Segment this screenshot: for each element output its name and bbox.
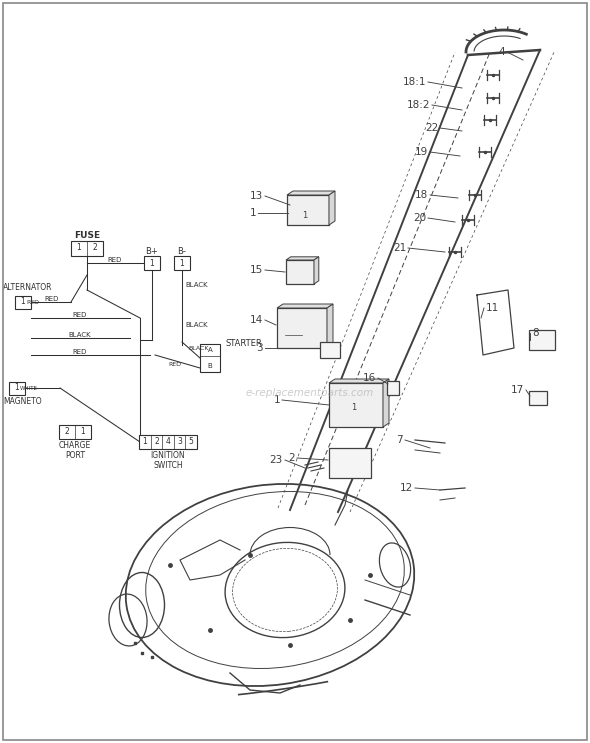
Text: 4: 4 <box>166 438 171 447</box>
Text: FUSE: FUSE <box>74 232 100 241</box>
Bar <box>71 241 103 256</box>
Text: 2: 2 <box>65 427 70 436</box>
Bar <box>174 256 190 270</box>
Text: IGNITION: IGNITION <box>150 452 185 461</box>
Polygon shape <box>329 191 335 225</box>
Text: PORT: PORT <box>65 450 85 459</box>
Text: 1: 1 <box>21 297 25 307</box>
Text: RED: RED <box>45 296 59 302</box>
Text: 3: 3 <box>177 438 182 447</box>
Bar <box>329 383 383 427</box>
Bar <box>287 195 329 225</box>
Polygon shape <box>383 379 389 427</box>
Text: 1: 1 <box>273 395 280 405</box>
Text: 14: 14 <box>250 315 263 325</box>
Text: 20: 20 <box>413 213 426 223</box>
Text: B+: B+ <box>146 247 158 256</box>
Bar <box>200 344 220 372</box>
Text: 5: 5 <box>189 438 194 447</box>
Text: RED: RED <box>26 299 39 305</box>
Text: 2: 2 <box>154 438 159 447</box>
Text: 1: 1 <box>77 244 81 253</box>
Text: BLACK: BLACK <box>185 282 208 288</box>
Bar <box>387 381 399 395</box>
Text: 1: 1 <box>302 212 307 221</box>
Bar <box>529 330 555 350</box>
Text: 15: 15 <box>250 265 263 275</box>
Text: ALTERNATOR: ALTERNATOR <box>3 284 53 293</box>
Text: 1: 1 <box>250 208 256 218</box>
Polygon shape <box>329 379 389 383</box>
Text: RED: RED <box>108 257 122 263</box>
Text: 16: 16 <box>363 373 376 383</box>
Bar <box>529 391 547 405</box>
Bar <box>15 296 31 308</box>
Text: 4: 4 <box>499 47 505 57</box>
Text: 1: 1 <box>142 438 147 447</box>
Text: 11: 11 <box>486 303 499 313</box>
Text: A: A <box>208 347 212 353</box>
Bar <box>139 435 197 449</box>
Polygon shape <box>327 304 333 348</box>
Text: 12: 12 <box>400 483 413 493</box>
Text: 18:1: 18:1 <box>402 77 426 87</box>
Text: 1: 1 <box>150 259 155 267</box>
Text: BLACK: BLACK <box>188 345 208 351</box>
Text: 1: 1 <box>179 259 184 267</box>
Bar <box>329 448 371 478</box>
Text: RED: RED <box>73 312 87 318</box>
Text: SWITCH: SWITCH <box>153 461 183 470</box>
Text: 23: 23 <box>270 455 283 465</box>
Text: BLACK: BLACK <box>185 322 208 328</box>
Text: RED: RED <box>169 363 182 368</box>
Text: 18: 18 <box>415 190 428 200</box>
Text: 21: 21 <box>393 243 406 253</box>
Text: BLACK: BLACK <box>68 332 91 338</box>
Text: RED: RED <box>73 349 87 355</box>
Text: 3: 3 <box>257 343 263 353</box>
Text: 1: 1 <box>81 427 86 436</box>
Text: CHARGE: CHARGE <box>59 441 91 450</box>
Text: WHITE: WHITE <box>20 386 38 391</box>
Text: 1: 1 <box>15 383 19 392</box>
Text: B-: B- <box>178 247 186 256</box>
Bar <box>320 342 340 358</box>
Text: 18:2: 18:2 <box>407 100 430 110</box>
Text: 1: 1 <box>352 403 356 412</box>
Bar <box>277 308 327 348</box>
Bar <box>9 381 25 395</box>
Bar <box>144 256 160 270</box>
Text: B: B <box>208 363 212 369</box>
Text: 17: 17 <box>511 385 524 395</box>
Text: e-replacementparts.com: e-replacementparts.com <box>246 388 374 398</box>
Bar <box>286 260 314 284</box>
Text: 22: 22 <box>425 123 438 133</box>
Polygon shape <box>287 191 335 195</box>
Text: 7: 7 <box>396 435 403 445</box>
Text: 13: 13 <box>250 191 263 201</box>
Polygon shape <box>286 257 319 260</box>
Text: 19: 19 <box>415 147 428 157</box>
Text: 8: 8 <box>532 328 539 338</box>
Text: MAGNETO: MAGNETO <box>3 398 42 406</box>
Text: 2: 2 <box>93 244 97 253</box>
Polygon shape <box>277 304 333 308</box>
Text: 2: 2 <box>289 453 295 463</box>
Polygon shape <box>314 257 319 284</box>
Text: STARTER: STARTER <box>225 340 262 348</box>
Bar <box>59 425 91 439</box>
